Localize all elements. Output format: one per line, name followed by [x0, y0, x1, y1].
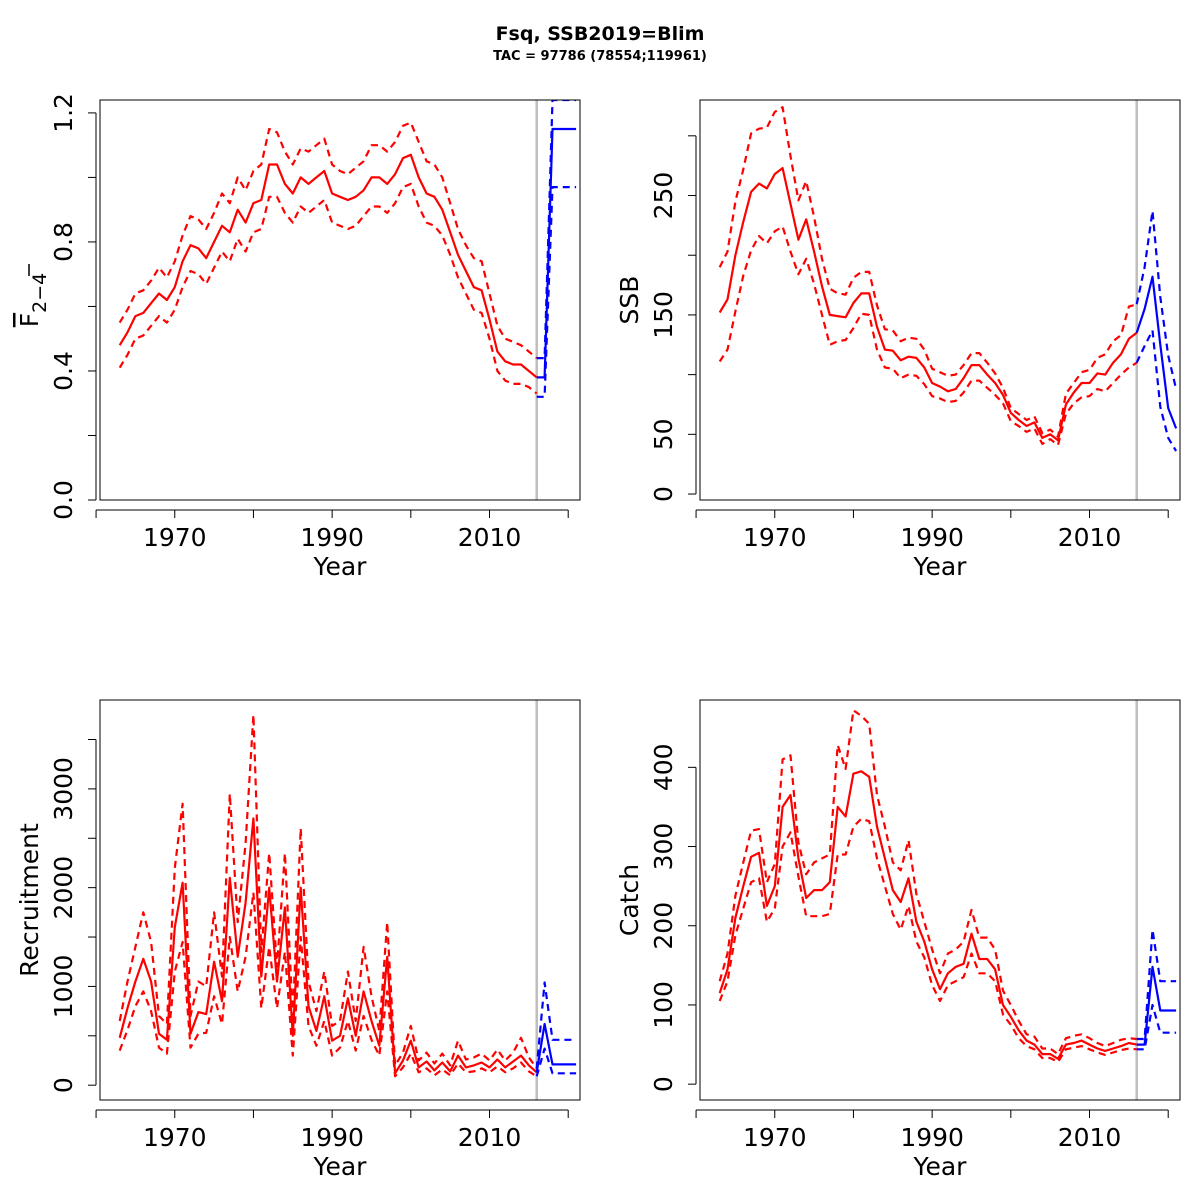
plot-frame [699, 99, 1181, 501]
x-tick-label: 1970 [143, 523, 207, 552]
y-axis-label: Recruitment [15, 823, 44, 977]
x-axis-label: Year [313, 552, 368, 581]
x-axis-label: Year [913, 1152, 968, 1181]
x-axis-label: Year [313, 1152, 368, 1181]
y-tick-label: 0 [649, 486, 678, 502]
history-ci-line [118, 713, 538, 1070]
x-tick-label: 1990 [900, 1123, 964, 1152]
y-tick-label: 0.0 [49, 480, 78, 520]
y-tick-label: 300 [649, 823, 678, 871]
forecast-ci-line [1136, 928, 1177, 1041]
history-ci-line [718, 817, 1137, 1064]
history-ci-line [718, 709, 1137, 1056]
history-ci-line [118, 121, 538, 359]
series-group [118, 100, 577, 398]
catch-panel: 1970 1990 2010 Year 0 100 200 300 400 Catch [615, 699, 1181, 1181]
x-tick-label: 2010 [458, 523, 522, 552]
f-panel: 1970 1990 2010 Year 0.0 0.4 0.8 1.2 F2−4 [15, 93, 581, 581]
x-tick-label: 1990 [300, 1123, 364, 1152]
forecast-ci-line [535, 1047, 577, 1077]
y-tick-label: 3000 [49, 757, 78, 821]
history-ci-line [718, 225, 1138, 447]
y-tick-label: 250 [649, 172, 678, 220]
y-tick-label: 0.8 [49, 222, 78, 262]
forecast-ci-line [1136, 1003, 1177, 1051]
y-axis-label-subscript: 2−4 [29, 273, 51, 313]
x-axis-label: Year [913, 552, 968, 581]
plot-frame [99, 99, 581, 501]
y-tick-label: 1.2 [49, 93, 78, 133]
x-tick-label: 1970 [743, 523, 807, 552]
series-group [718, 709, 1177, 1064]
forecast-ci-line [536, 100, 577, 360]
figure-title: Fsq, SSB2019=Blim [496, 23, 705, 45]
forecast-ci-line [535, 981, 577, 1069]
y-axis-label: Catch [615, 864, 644, 936]
x-tick-label: 2010 [1058, 1123, 1122, 1152]
history-estimate-line [718, 167, 1138, 442]
y-tick-label: 0 [649, 1076, 678, 1092]
plot-frame [699, 699, 1181, 1101]
y-tick-label: 400 [649, 743, 678, 791]
forecast-ci-line [1135, 329, 1178, 452]
x-tick-label: 1970 [143, 1123, 207, 1152]
y-tick-label: 100 [649, 981, 678, 1029]
series-group [118, 713, 577, 1078]
forecast-estimate-line [536, 127, 577, 379]
series-group [718, 106, 1178, 452]
x-tick-label: 1990 [900, 523, 964, 552]
y-tick-label: 1000 [49, 955, 78, 1019]
y-tick-label: 2000 [49, 856, 78, 920]
history-ci-line [718, 106, 1138, 438]
history-ci-line [118, 182, 538, 395]
x-tick-label: 1990 [300, 523, 364, 552]
y-tick-label: 0 [49, 1077, 78, 1093]
forecast-ci-line [1135, 209, 1178, 390]
y-axis-label: F2−4 [15, 273, 51, 328]
forecast-estimate-line [535, 1022, 577, 1073]
y-tick-label: 150 [649, 291, 678, 339]
figure-subtitle: TAC = 97786 (78554;119961) [493, 49, 707, 64]
y-tick-label: 200 [649, 902, 678, 950]
history-ci-line [118, 891, 538, 1078]
ssb-panel: 1970 1990 2010 Year 0 50 150 250 SSB [615, 99, 1181, 581]
y-axis-label-base: F [15, 313, 44, 327]
plot-frame [99, 699, 581, 1101]
x-tick-label: 1970 [743, 1123, 807, 1152]
x-tick-label: 2010 [1058, 523, 1122, 552]
y-tick-label: 0.4 [49, 351, 78, 391]
forecast-ci-line [536, 186, 577, 398]
y-tick-label: 50 [649, 418, 678, 450]
forecast-estimate-line [1135, 275, 1178, 429]
forecast-estimate-line [1136, 965, 1177, 1046]
history-estimate-line [718, 770, 1137, 1060]
x-tick-label: 2010 [458, 1123, 522, 1152]
y-axis-label: SSB [615, 276, 644, 325]
history-estimate-line [118, 153, 538, 379]
